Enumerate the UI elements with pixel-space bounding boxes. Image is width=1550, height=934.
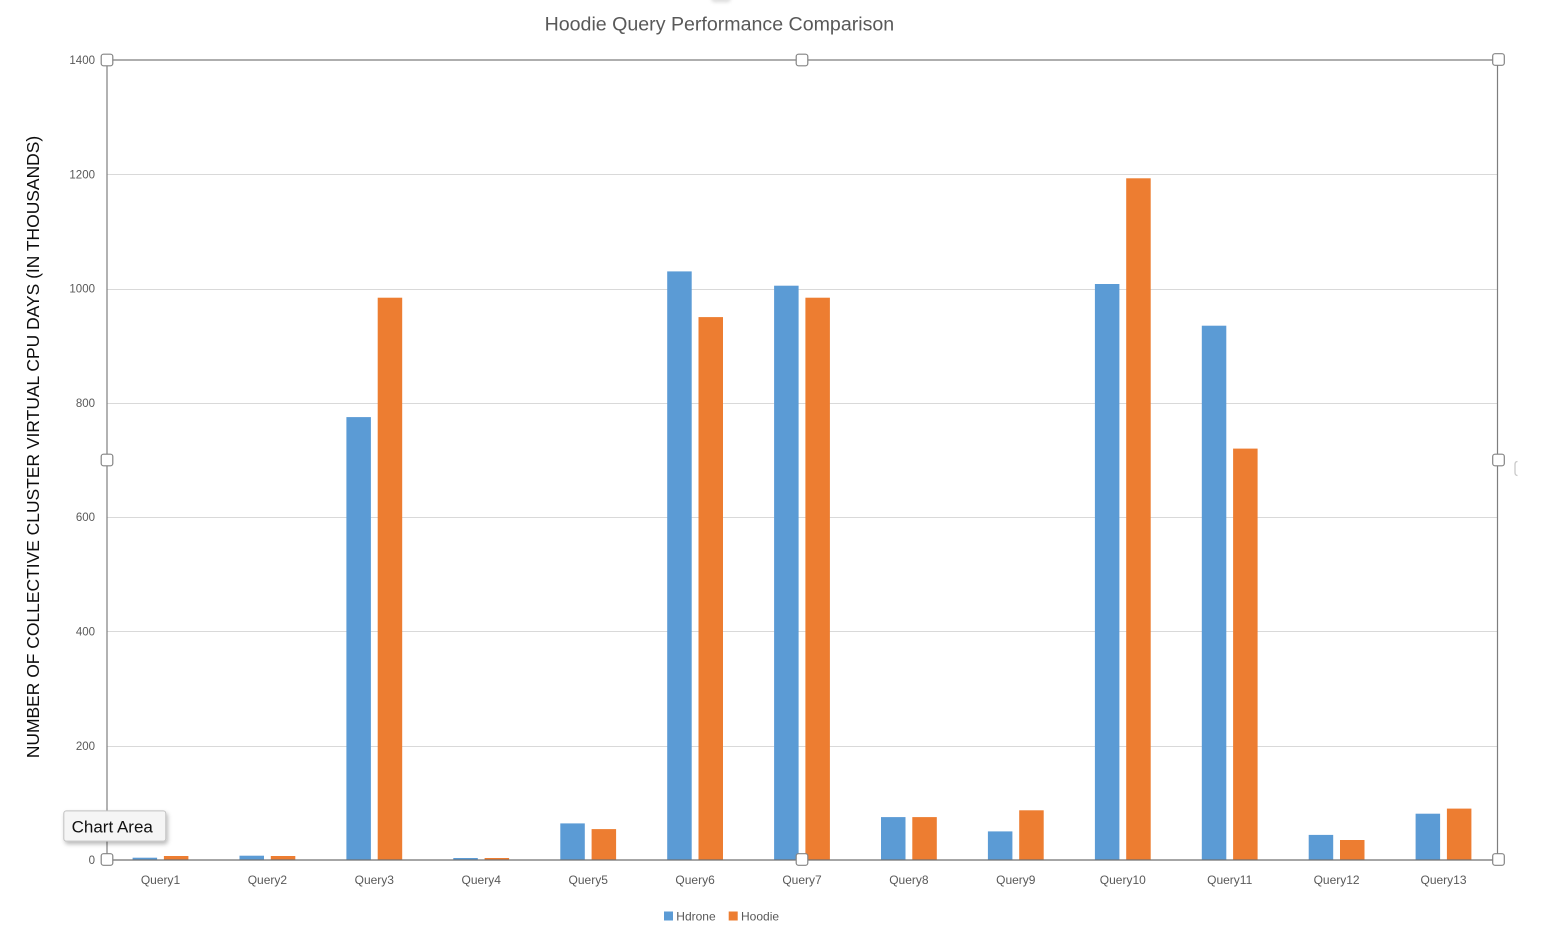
svg-text:800: 800 bbox=[76, 398, 95, 410]
svg-text:Query1: Query1 bbox=[141, 873, 181, 887]
svg-text:Query4: Query4 bbox=[462, 873, 502, 887]
svg-text:Query2: Query2 bbox=[248, 873, 288, 887]
svg-text:NUMBER OF COLLECTIVE CLUSTER V: NUMBER OF COLLECTIVE CLUSTER VIRTUAL CPU… bbox=[23, 136, 43, 758]
svg-text:Query7: Query7 bbox=[782, 873, 822, 887]
svg-text:Hoodie Query Performance Compa: Hoodie Query Performance Comparison bbox=[545, 14, 895, 36]
svg-text:Chart Area: Chart Area bbox=[72, 818, 154, 837]
svg-text:Query8: Query8 bbox=[889, 873, 929, 887]
svg-text:200: 200 bbox=[76, 741, 95, 753]
svg-text:600: 600 bbox=[76, 512, 95, 524]
svg-text:Query10: Query10 bbox=[1100, 873, 1146, 887]
svg-text:Query6: Query6 bbox=[675, 873, 715, 887]
svg-text:400: 400 bbox=[76, 627, 95, 639]
svg-text:1400: 1400 bbox=[69, 55, 95, 67]
svg-text:Query13: Query13 bbox=[1420, 873, 1466, 887]
svg-text:1200: 1200 bbox=[69, 169, 95, 181]
svg-text:0: 0 bbox=[89, 855, 95, 867]
svg-text:Query9: Query9 bbox=[996, 873, 1036, 887]
svg-text:Hoodie: Hoodie bbox=[741, 910, 779, 924]
svg-text:Query12: Query12 bbox=[1314, 873, 1360, 887]
svg-text:Query5: Query5 bbox=[569, 873, 609, 887]
svg-text:Hdrone: Hdrone bbox=[676, 910, 716, 924]
svg-text:Query11: Query11 bbox=[1207, 873, 1252, 887]
svg-text:1000: 1000 bbox=[69, 284, 95, 296]
svg-text:Query3: Query3 bbox=[355, 873, 395, 887]
